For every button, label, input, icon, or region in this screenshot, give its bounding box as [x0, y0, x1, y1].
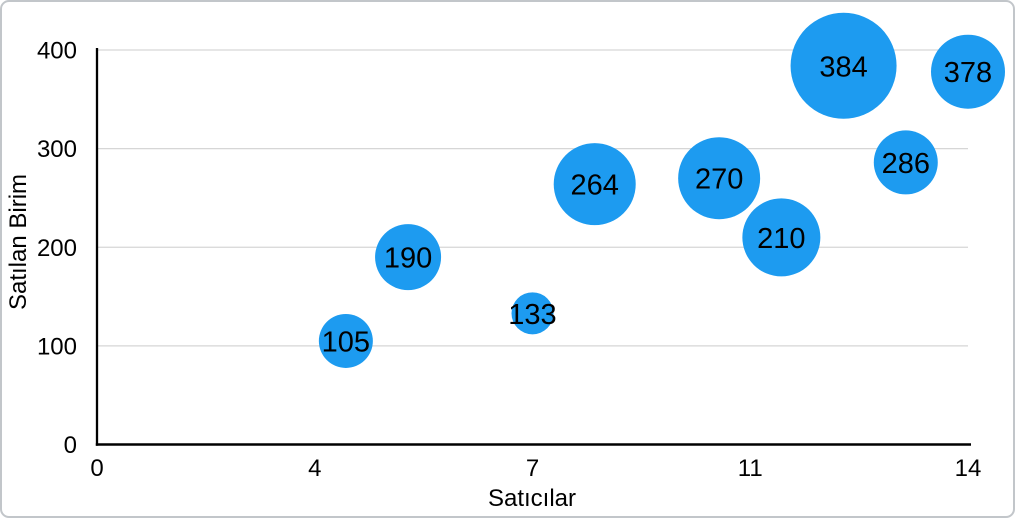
bubble-value-label: 133 [508, 299, 556, 331]
y-axis-title: Satılan Birim [5, 174, 32, 310]
tick-labels: 0 100 200 300 400 0 4 7 11 14 [37, 38, 981, 483]
bubble-value-label: 270 [695, 164, 743, 196]
bubble-value-label: 105 [322, 326, 370, 358]
y-tick-label: 200 [37, 235, 77, 262]
bubble-value-label: 378 [944, 57, 992, 89]
bubble: 264 [553, 143, 636, 226]
bubble: 190 [375, 224, 442, 291]
bubble-value-label: 286 [882, 148, 930, 180]
bubbles: 105 190 133 264 270 210 384 286 378 [318, 12, 1005, 368]
y-tick-label: 300 [37, 136, 77, 163]
x-tick-label: 7 [526, 455, 539, 482]
bubble-circle [678, 137, 761, 220]
bubble: 384 [790, 12, 897, 119]
bubble-circle [873, 130, 938, 195]
bubble-circle [790, 12, 897, 119]
y-tick-label: 100 [37, 333, 77, 360]
bubble: 378 [931, 34, 1005, 109]
x-tick-label: 14 [955, 455, 982, 482]
bubble-circle [318, 313, 373, 368]
bubble-circle [931, 34, 1005, 109]
bubble: 210 [742, 198, 821, 277]
bubble-circle [742, 198, 821, 277]
bubble-value-label: 210 [757, 223, 805, 255]
x-tick-label: 4 [308, 455, 321, 482]
bubble-circle [375, 224, 442, 291]
bubble-circle [511, 292, 554, 335]
bubble: 105 [318, 313, 373, 368]
y-tick-label: 400 [37, 38, 77, 65]
bubble-circle [553, 143, 636, 226]
bubble: 270 [678, 137, 761, 220]
x-tick-label: 11 [738, 455, 763, 482]
bubble-value-label: 190 [384, 243, 432, 275]
axes [95, 48, 971, 446]
y-tick-label: 0 [64, 432, 77, 459]
bubble: 133 [508, 292, 557, 335]
x-tick-label: 0 [90, 455, 103, 482]
bubble-value-label: 264 [571, 170, 619, 202]
x-axis-title: Satıcılar [488, 485, 576, 512]
bubble-value-label: 384 [819, 51, 867, 83]
bubble: 286 [873, 130, 938, 195]
